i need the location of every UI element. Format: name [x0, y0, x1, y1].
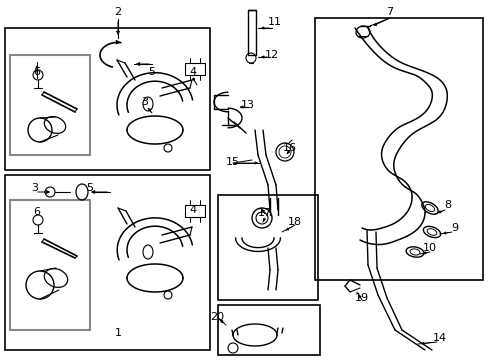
Bar	[10, 55, 90, 155]
Bar	[218, 195, 318, 300]
Bar	[185, 63, 205, 75]
Text: 5: 5	[87, 183, 94, 193]
Text: 6: 6	[33, 207, 41, 217]
Text: 8: 8	[444, 200, 452, 210]
Text: 5: 5	[148, 67, 155, 77]
Text: 2: 2	[115, 7, 122, 17]
Text: 13: 13	[241, 100, 255, 110]
Bar	[5, 175, 210, 350]
Text: 16: 16	[283, 143, 297, 153]
Text: 3: 3	[31, 183, 39, 193]
Text: 15: 15	[226, 157, 240, 167]
Text: 11: 11	[268, 17, 282, 27]
Bar	[248, 10, 256, 55]
Text: 20: 20	[210, 312, 224, 322]
Text: 3: 3	[142, 97, 148, 107]
Bar	[10, 200, 90, 330]
Text: 12: 12	[265, 50, 279, 60]
Bar	[218, 305, 320, 355]
Text: 7: 7	[387, 7, 393, 17]
Text: 10: 10	[423, 243, 437, 253]
Text: 1: 1	[115, 328, 122, 338]
Bar	[315, 18, 483, 280]
Text: 14: 14	[433, 333, 447, 343]
Text: 4: 4	[190, 205, 196, 215]
Bar	[5, 28, 210, 170]
Text: 4: 4	[190, 67, 196, 77]
Text: 18: 18	[288, 217, 302, 227]
Text: 6: 6	[33, 67, 41, 77]
Bar	[185, 205, 205, 217]
Text: 9: 9	[451, 223, 459, 233]
Text: 19: 19	[355, 293, 369, 303]
Text: 17: 17	[258, 208, 272, 218]
